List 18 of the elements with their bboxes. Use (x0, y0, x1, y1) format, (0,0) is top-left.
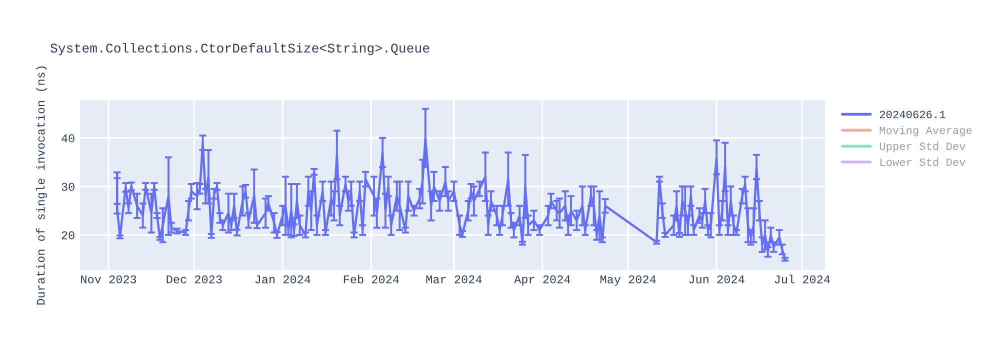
y-tick-label: 40 (62, 134, 74, 142)
x-tick-label: Nov 2023 (81, 275, 136, 284)
legend-label: 20240626.1 (880, 110, 946, 118)
x-tick-label: Dec 2023 (166, 275, 222, 284)
x-tick-label: Jul 2024 (774, 274, 830, 284)
x-tick-label: May 2024 (600, 275, 656, 286)
x-tick-label: Feb 2024 (344, 274, 399, 284)
x-tick-label: Jan 2024 (255, 275, 310, 284)
x-tick-label: Mar 2024 (426, 275, 482, 284)
y-tick-label: 30 (62, 182, 74, 191)
y-tick-label: 20 (62, 231, 74, 240)
chart-title: System.Collections.CtorDefaultSize<String>.Queue (50, 42, 430, 56)
legend-label: Lower Std Dev (880, 158, 966, 166)
y-axis-title: Duration of single invocation (ns) (36, 66, 48, 304)
x-tick-label: Jun 2024 (689, 275, 744, 284)
legend-label: Upper Std Dev (880, 142, 966, 152)
x-tick-label: Apr 2024 (514, 275, 570, 286)
legend-label: Moving Average (880, 126, 972, 136)
